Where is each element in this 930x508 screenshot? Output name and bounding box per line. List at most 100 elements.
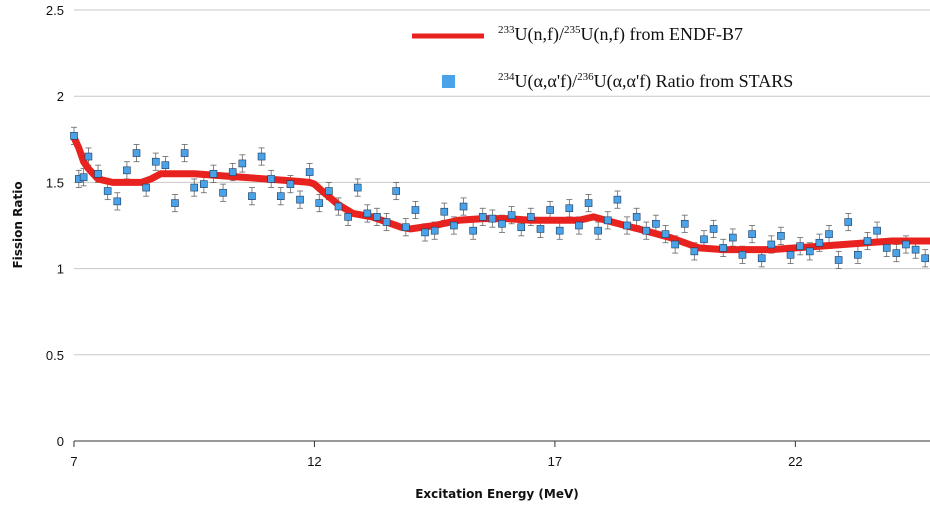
data-point (873, 226, 881, 235)
data-point (517, 223, 526, 232)
data-point (151, 157, 160, 166)
data-point (911, 245, 920, 254)
data-point (286, 180, 295, 188)
stars-series (70, 132, 929, 264)
data-point (373, 213, 381, 221)
data-point (180, 149, 189, 157)
data-point (844, 218, 853, 226)
data-point (257, 152, 266, 161)
x-tick-label: 7 (70, 454, 77, 469)
grid-lines (74, 9, 930, 442)
data-point (815, 238, 824, 247)
data-point (488, 214, 497, 223)
y-axis-label: Fission Ratio (11, 181, 25, 268)
data-point (421, 228, 429, 237)
data-point (536, 225, 545, 233)
data-point (334, 202, 343, 211)
data-point (805, 247, 814, 256)
data-point (921, 254, 929, 263)
data-point (296, 195, 304, 204)
x-tick-label: 17 (548, 454, 562, 469)
data-point (507, 211, 516, 219)
data-point (209, 169, 218, 178)
data-point (190, 183, 199, 192)
data-point (392, 187, 401, 195)
x-tick-labels: 7 12 17 22 (70, 454, 802, 469)
data-point (248, 192, 256, 200)
data-point (642, 226, 651, 235)
endf-curve (70, 134, 930, 254)
data-point (709, 225, 718, 233)
data-point (594, 226, 602, 235)
data-point (142, 183, 150, 192)
data-point (902, 240, 910, 249)
data-point (738, 251, 747, 259)
data-point (555, 226, 564, 235)
y-tick-label: 2 (57, 89, 64, 104)
data-point (123, 166, 131, 175)
data-point (527, 213, 535, 221)
data-point (79, 173, 88, 182)
data-point (825, 230, 833, 238)
data-point (661, 230, 670, 238)
y-tick-label: 2.5 (46, 3, 64, 18)
endf-series (70, 134, 930, 254)
data-point (103, 187, 112, 195)
data-point (363, 209, 372, 218)
legend-stars-swatch (442, 75, 455, 88)
data-point (680, 219, 689, 228)
data-point (382, 218, 391, 226)
data-point (623, 221, 631, 230)
legend: 233U(n,f)/235U(n,f) from ENDF-B7 234U(α,… (412, 24, 793, 92)
data-point (690, 247, 699, 256)
data-point (219, 188, 227, 197)
data-point (94, 169, 102, 178)
data-point (200, 180, 208, 188)
data-point (315, 199, 324, 207)
data-point (767, 240, 776, 249)
data-point (796, 242, 804, 250)
data-point (584, 199, 593, 207)
data-point (459, 202, 468, 211)
data-point (603, 216, 612, 225)
data-point (411, 206, 420, 214)
data-point (171, 199, 179, 207)
x-axis-label: Excitation Energy (MeV) (415, 487, 579, 501)
data-point (834, 256, 843, 264)
data-point (276, 192, 285, 200)
data-point (132, 149, 141, 157)
data-point (402, 223, 410, 232)
data-point (70, 132, 78, 140)
data-point (498, 219, 506, 228)
data-point (440, 207, 449, 216)
data-point (353, 183, 362, 192)
data-point (305, 168, 314, 176)
data-point (652, 219, 660, 228)
data-point (882, 244, 891, 252)
data-point (786, 251, 795, 259)
data-point (854, 251, 862, 259)
data-point (478, 213, 487, 221)
data-point (161, 161, 170, 169)
x-axis (73, 441, 796, 447)
y-tick-label: 0.5 (46, 348, 64, 363)
legend-stars-label: 234U(α,α'f)/236U(α,α'f) Ratio from STARS (498, 71, 793, 92)
data-point (450, 221, 458, 230)
x-tick-label: 22 (788, 454, 802, 469)
data-point (777, 232, 785, 240)
data-point (892, 249, 901, 257)
data-point (238, 159, 247, 168)
data-point (671, 240, 679, 249)
data-point (748, 230, 756, 238)
data-point (729, 233, 737, 242)
data-point (325, 187, 333, 195)
data-point (430, 226, 439, 235)
data-point (546, 206, 554, 214)
legend-endf-label: 233U(n,f)/235U(n,f) from ENDF-B7 (498, 24, 743, 45)
data-point (228, 168, 237, 176)
y-tick-label: 1.5 (46, 175, 64, 190)
data-point (84, 152, 93, 161)
data-point (719, 244, 728, 252)
y-tick-label: 1 (57, 262, 64, 277)
